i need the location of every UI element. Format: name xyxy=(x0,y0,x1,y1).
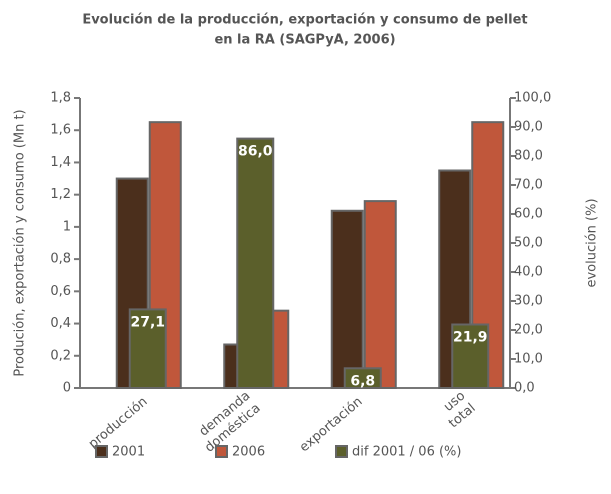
y2-tick-label: 60,0 xyxy=(514,207,543,222)
legend-swatch xyxy=(95,445,108,458)
y-tick-label: 1,8 xyxy=(50,91,71,106)
x-tick-label: usototal xyxy=(436,388,479,431)
y-tick-label: 1 xyxy=(63,219,71,234)
x-tick-label: producción xyxy=(86,394,151,452)
y-tick-label: 1,2 xyxy=(50,187,71,202)
y2-tick-label: 90,0 xyxy=(514,120,543,135)
legend-label: dif 2001 / 06 (%) xyxy=(352,445,461,460)
chart-title: en la RA (SAGPyA, 2006) xyxy=(214,33,395,48)
y-tick-label: 1,6 xyxy=(50,123,71,138)
bar xyxy=(451,323,490,389)
y-tick-label: 1,4 xyxy=(50,155,71,170)
y2-axis-label: evolución (%) xyxy=(585,198,600,287)
y2-tick-label: 20,0 xyxy=(514,323,543,338)
data-label: 6,8 xyxy=(350,373,375,389)
y-tick-label: 0,4 xyxy=(50,316,71,331)
legend-swatch xyxy=(335,445,348,458)
data-label: 86,0 xyxy=(238,144,273,160)
y2-tick-label: 50,0 xyxy=(514,236,543,251)
bar xyxy=(343,367,382,389)
y-axis-label: Produción, exportación y consumo (Mn t) xyxy=(13,109,28,376)
y2-tick-label: 0,0 xyxy=(514,381,535,396)
y2-tick-label: 100,0 xyxy=(514,91,551,106)
y2-tick-label: 30,0 xyxy=(514,294,543,309)
bar xyxy=(330,209,364,389)
legend-label: 2006 xyxy=(232,445,265,460)
data-label: 27,1 xyxy=(130,314,165,330)
y-tick-label: 0,8 xyxy=(50,252,71,267)
legend-label: 2001 xyxy=(112,445,145,460)
y-tick-label: 0 xyxy=(63,381,71,396)
data-label: 21,9 xyxy=(453,329,488,345)
y-tick-label: 0,6 xyxy=(50,284,71,299)
y-tick-label: 0,2 xyxy=(50,348,71,363)
y2-tick-label: 10,0 xyxy=(514,352,543,367)
legend-swatch xyxy=(215,445,228,458)
y2-tick-label: 40,0 xyxy=(514,265,543,280)
y2-tick-label: 70,0 xyxy=(514,178,543,193)
bar xyxy=(363,200,397,389)
bar xyxy=(128,308,167,389)
y2-tick-label: 80,0 xyxy=(514,149,543,164)
chart-title: Evolución de la producción, exportación … xyxy=(82,13,527,28)
bar xyxy=(236,137,275,389)
